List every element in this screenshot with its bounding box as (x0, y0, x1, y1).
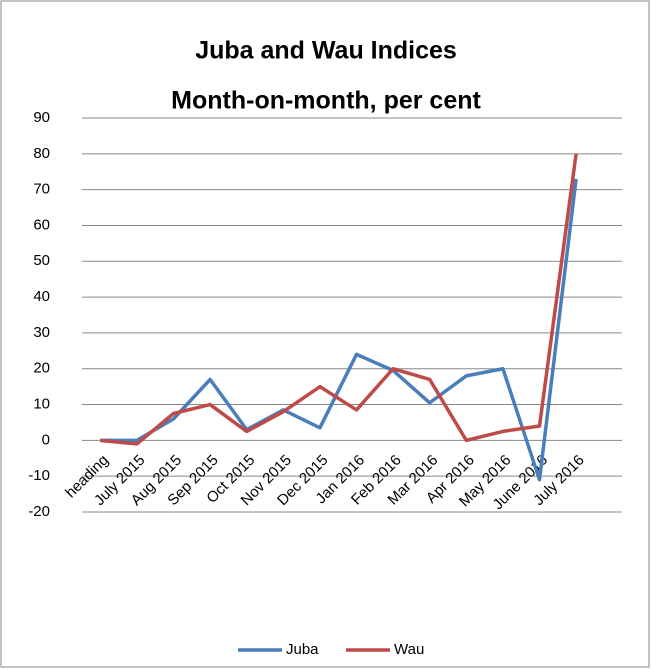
y-tick-label: 50 (33, 252, 50, 269)
data-line (100, 153, 578, 446)
y-tick-label: 60 (33, 216, 50, 233)
chart-subtitle: Month-on-month, per cent (171, 87, 481, 115)
y-tick-label: 70 (33, 181, 50, 198)
y-tick-label: 10 (33, 396, 50, 413)
legend-label: Juba (286, 641, 319, 658)
y-tick-label: 0 (42, 431, 50, 448)
y-tick-label: -10 (28, 467, 50, 484)
y-tick-label: 20 (33, 360, 50, 377)
y-tick-label: -20 (28, 503, 50, 520)
y-tick-label: 40 (33, 288, 50, 305)
y-tick-label: 30 (33, 324, 50, 341)
y-tick-label: 90 (33, 109, 50, 126)
y-tick-label: 80 (33, 145, 50, 162)
chart-title: Juba and Wau Indices (195, 37, 457, 65)
legend-label: Wau (394, 641, 424, 658)
